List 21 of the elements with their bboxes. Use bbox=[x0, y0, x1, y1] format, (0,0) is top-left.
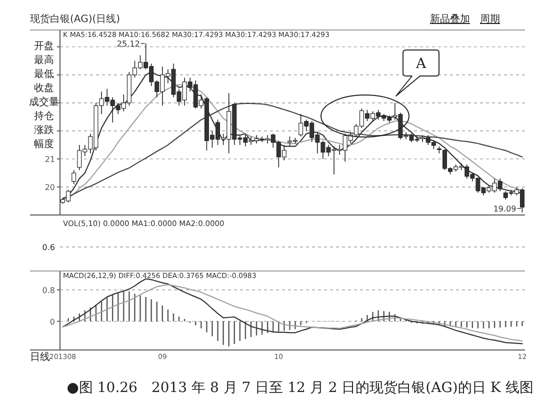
text: 涨跌 bbox=[34, 124, 54, 136]
text: 开盘 bbox=[34, 40, 54, 52]
x-axis-title: 日线 bbox=[30, 351, 50, 363]
text: 0.6 bbox=[42, 243, 55, 252]
text: 成交量 bbox=[29, 96, 59, 108]
annotation: 25.12 bbox=[116, 39, 140, 48]
text: 周期 bbox=[480, 13, 500, 25]
text: 最高 bbox=[34, 54, 54, 66]
text: 幅度 bbox=[34, 138, 54, 150]
text: 持仓 bbox=[34, 110, 54, 122]
y-tick-label: 0.8 bbox=[42, 286, 55, 295]
annotation: 19.09 bbox=[493, 204, 516, 214]
text: 收盘 bbox=[34, 82, 54, 94]
chart-title: 现货白银(AG)(日线) bbox=[30, 13, 120, 25]
y-tick-label: 0 bbox=[50, 317, 55, 326]
text: 新品叠加 bbox=[430, 13, 470, 25]
text: ●图 10.26 2013 年 8 月 7 日至 12 月 2 日的现货白银(AG)的日 K 线图 bbox=[66, 380, 534, 396]
text: 最低 bbox=[34, 69, 54, 80]
y-tick-label: 20 bbox=[44, 182, 55, 192]
y-tick-label: 21 bbox=[44, 154, 55, 164]
annotation: A bbox=[414, 56, 427, 72]
